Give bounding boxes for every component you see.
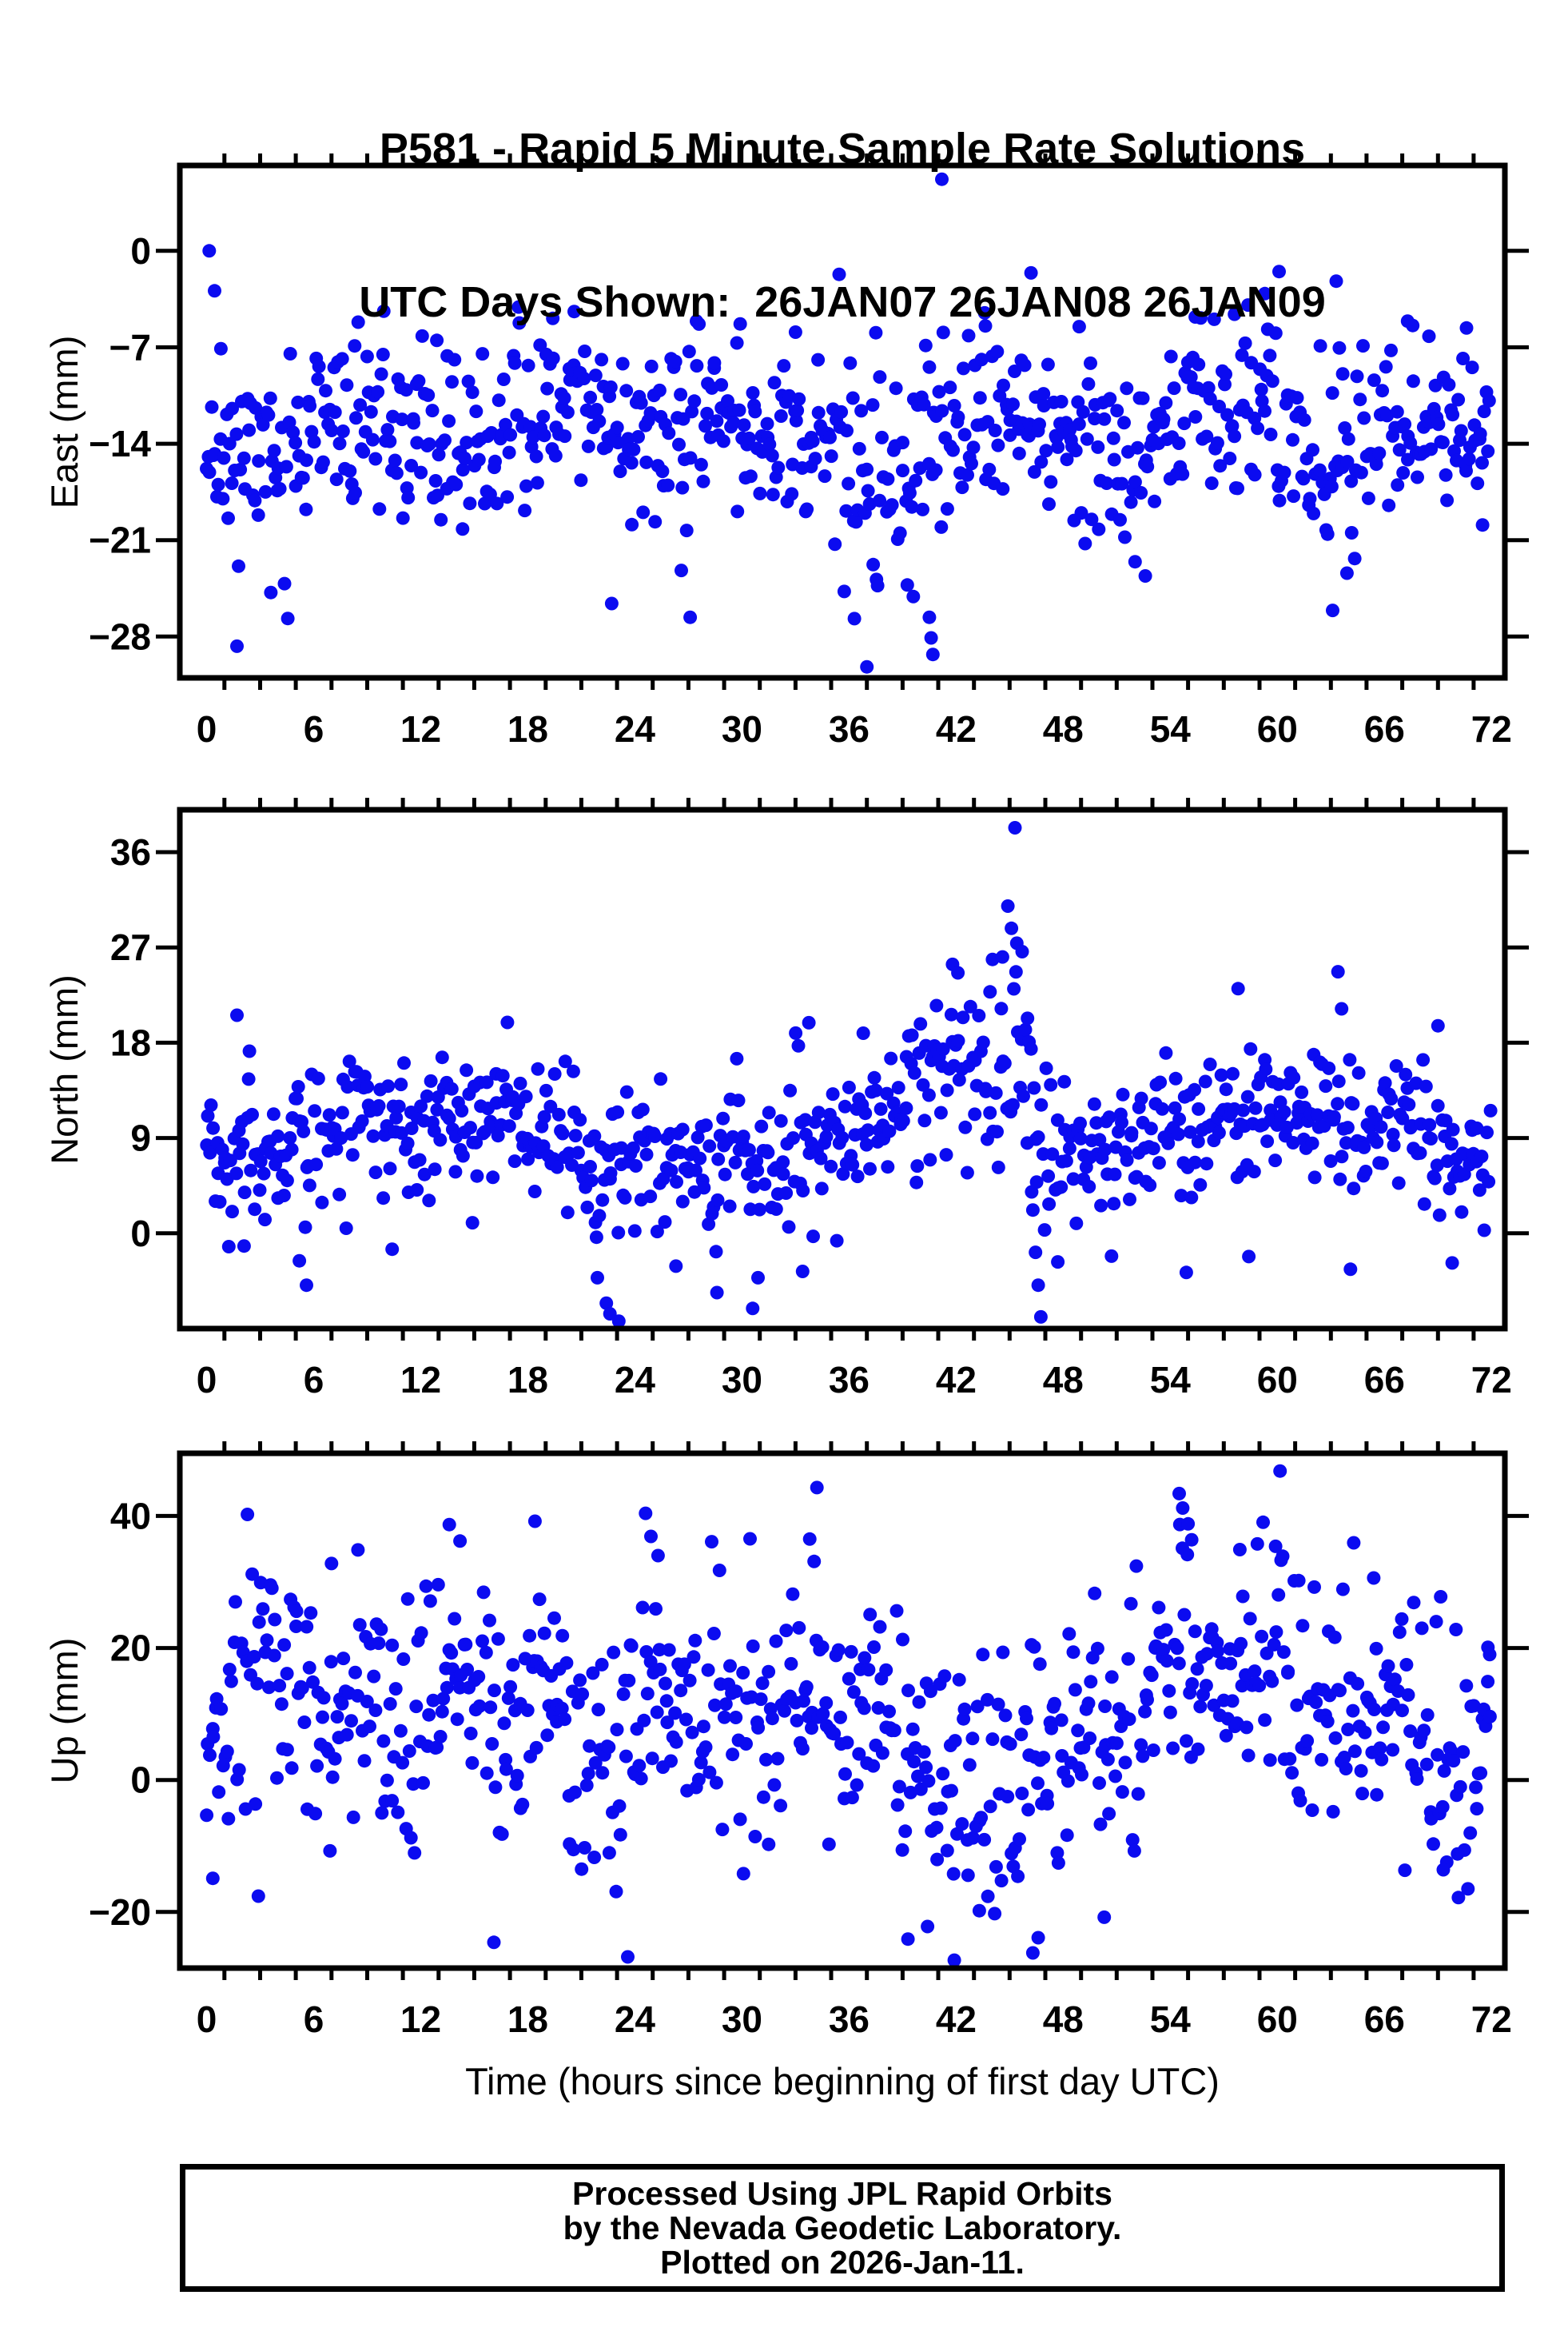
title-line2: UTC Days Shown: 26JAN07 26JAN08 26JAN09 [359, 278, 1326, 326]
caption-line2: by the Nevada Geodetic Laboratory. [563, 2209, 1122, 2246]
x-tick-label: 48 [1043, 1359, 1084, 1401]
x-tick-label: 60 [1257, 1359, 1298, 1401]
y-tick-label: −28 [89, 616, 151, 657]
x-tick-label: 42 [936, 708, 977, 750]
x-tick-label: 30 [722, 1359, 762, 1401]
x-tick-label: 6 [304, 1998, 324, 2040]
x-tick-label: 60 [1257, 1998, 1298, 2040]
y-tick-label: 20 [110, 1628, 151, 1669]
x-tick-label: 30 [722, 708, 762, 750]
x-tick-label: 24 [615, 1998, 656, 2040]
x-tick-label: 42 [936, 1359, 977, 1401]
x-tick-label: 0 [197, 1998, 217, 2040]
x-tick-label: 6 [304, 708, 324, 750]
x-tick-label: 0 [197, 1359, 217, 1401]
y-tick-label: −20 [89, 1891, 151, 1933]
x-tick-label: 36 [829, 1359, 870, 1401]
north-data-points [200, 821, 1498, 1329]
x-tick-label: 36 [829, 1998, 870, 2040]
x-tick-label: 24 [615, 708, 656, 750]
east-tick-labels: 0 6 12 18 24 30 36 42 48 54 60 66 72 0 −7 −14 −21 −28 [89, 230, 1512, 750]
up-plot-frame [177, 1450, 1508, 1971]
north-plot-frame [177, 807, 1508, 1332]
title-line1: P581 - Rapid 5 Minute Sample Rate Soluti… [379, 125, 1306, 173]
x-tick-label: 60 [1257, 708, 1298, 750]
up-data-points [200, 1464, 1497, 1967]
north-tick-labels: 0 6 12 18 24 30 36 42 48 54 60 66 72 36 27 18 9 0 [110, 831, 1512, 1401]
y-tick-label: 18 [110, 1022, 151, 1063]
east-data-points [200, 172, 1496, 674]
x-tick-label: 48 [1043, 708, 1084, 750]
x-tick-label: 54 [1150, 1998, 1192, 2040]
x-tick-label: 18 [507, 1359, 548, 1401]
x-tick-label: 42 [936, 1998, 977, 2040]
north-panel: 0 6 12 18 24 30 36 42 48 54 60 66 72 36 27 18 9 0 [110, 798, 1529, 1401]
x-tick-label: 66 [1364, 1998, 1405, 2040]
y-tick-label: 0 [130, 1213, 151, 1254]
x-tick-label: 18 [507, 1998, 548, 2040]
up-axis-title: Up (mm) [43, 1637, 86, 1784]
x-tick-label: 12 [400, 1359, 441, 1401]
y-tick-label: 36 [110, 831, 151, 873]
x-tick-label: 72 [1471, 1359, 1512, 1401]
time-axis-title: Time (hours since beginning of first day… [465, 2060, 1220, 2102]
y-tick-label: 9 [130, 1118, 151, 1159]
north-axis-title: North (mm) [43, 974, 86, 1165]
x-tick-label: 48 [1043, 1998, 1084, 2040]
processing-caption-box: Processed Using JPL Rapid Orbits by the … [180, 2164, 1505, 2292]
x-tick-label: 24 [615, 1359, 656, 1401]
y-tick-label: 0 [130, 230, 151, 272]
up-panel: 0 6 12 18 24 30 36 42 48 54 60 66 72 40 20 0 −20 [89, 1441, 1529, 2040]
x-tick-label: 72 [1471, 708, 1512, 750]
x-tick-label: 66 [1364, 1359, 1405, 1401]
y-tick-label: −21 [89, 520, 151, 561]
x-tick-label: 36 [829, 708, 870, 750]
up-tick-labels: 0 6 12 18 24 30 36 42 48 54 60 66 72 40 20 0 −20 [89, 1495, 1512, 2040]
x-tick-label: 66 [1364, 708, 1405, 750]
x-tick-label: 72 [1471, 1998, 1512, 2040]
y-tick-label: 27 [110, 926, 151, 968]
x-tick-label: 54 [1150, 708, 1192, 750]
east-plot-frame [177, 162, 1508, 681]
x-tick-label: 6 [304, 1359, 324, 1401]
y-tick-label: −7 [109, 327, 151, 369]
figure-title: P581 - Rapid 5 Minute Sample Rate Soluti… [180, 21, 1505, 430]
x-tick-label: 0 [197, 708, 217, 750]
caption-line3: Plotted on 2026-Jan-11. [660, 2243, 1025, 2281]
caption-line1: Processed Using JPL Rapid Orbits [572, 2174, 1112, 2212]
east-panel: 0 6 12 18 24 30 36 42 48 54 60 66 72 0 −7 −14 −21 −28 [89, 153, 1529, 750]
y-tick-label: −14 [89, 423, 151, 464]
east-axis-title: East (mm) [43, 335, 86, 509]
x-tick-label: 30 [722, 1998, 762, 2040]
y-tick-label: 40 [110, 1495, 151, 1536]
y-tick-label: 0 [130, 1759, 151, 1801]
x-tick-label: 12 [400, 1998, 441, 2040]
x-tick-label: 18 [507, 708, 548, 750]
x-tick-label: 54 [1150, 1359, 1192, 1401]
x-tick-label: 12 [400, 708, 441, 750]
